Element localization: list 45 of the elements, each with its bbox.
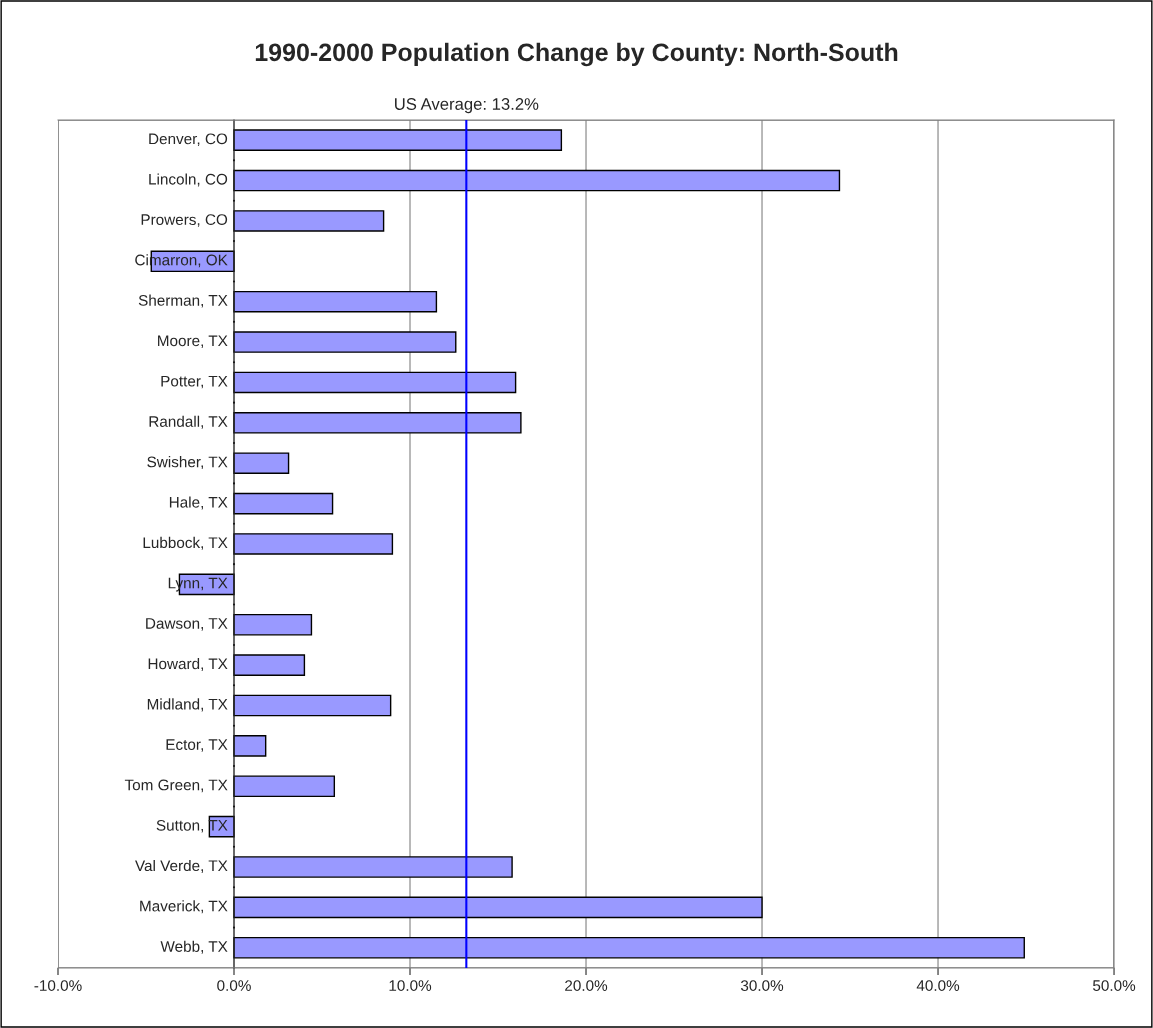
y-tick-label: Sherman, TX [138,294,228,308]
bar [233,694,392,717]
y-tick-label: Randall, TX [149,415,228,429]
y-tick-label: Webb, TX [160,940,228,954]
x-tick-label: 30.0% [740,980,784,991]
y-tick-label: Hale, TX [169,496,228,510]
bar [233,210,385,232]
x-tick-label: 50.0% [1092,980,1136,991]
x-tick-label: 40.0% [916,980,960,991]
y-tick-label: Ector, TX [166,739,228,752]
bar [233,412,522,434]
bar [233,331,457,353]
y-tick-label: Lincoln, CO [149,173,228,187]
bar [233,735,267,757]
chart-title: 1990-2000 Population Change by County: North-South [255,42,898,67]
x-tick-label: 10.0% [389,980,432,991]
y-tick-label: Dawson, TX [146,618,228,631]
x-tick-label: 20.0% [565,980,608,991]
bar [233,896,763,919]
bar [233,452,290,474]
bar [233,936,1025,959]
ref-line-label: US Average: 13.2% [395,98,539,114]
y-tick-label: Maverick, TX [140,900,228,914]
bar [233,533,394,555]
bar [233,775,336,798]
bar [233,169,841,192]
y-tick-label: Midland, TX [147,698,228,712]
y-tick-label: Potter, TX [161,375,228,389]
y-tick-label: Swisher, TX [147,456,228,470]
bar [233,290,438,313]
bar [233,856,513,878]
bar [233,613,313,636]
y-tick-label: Lubbock, TX [143,536,228,550]
y-tick-label: Val Verde, TX [135,859,228,873]
y-tick-label: Tom Green, TX [124,779,228,793]
bar [233,371,517,394]
y-tick-label: Moore, TX [158,335,228,348]
bar [233,654,306,676]
x-tick-label: -10.0% [34,980,82,991]
bar [233,492,334,515]
y-tick-label: Denver, CO [149,133,228,147]
y-tick-label: Howard, TX [148,657,228,672]
bar [233,129,563,151]
y-tick-label: Prowers, CO [141,214,228,227]
x-tick-label: 0.0% [217,980,251,991]
